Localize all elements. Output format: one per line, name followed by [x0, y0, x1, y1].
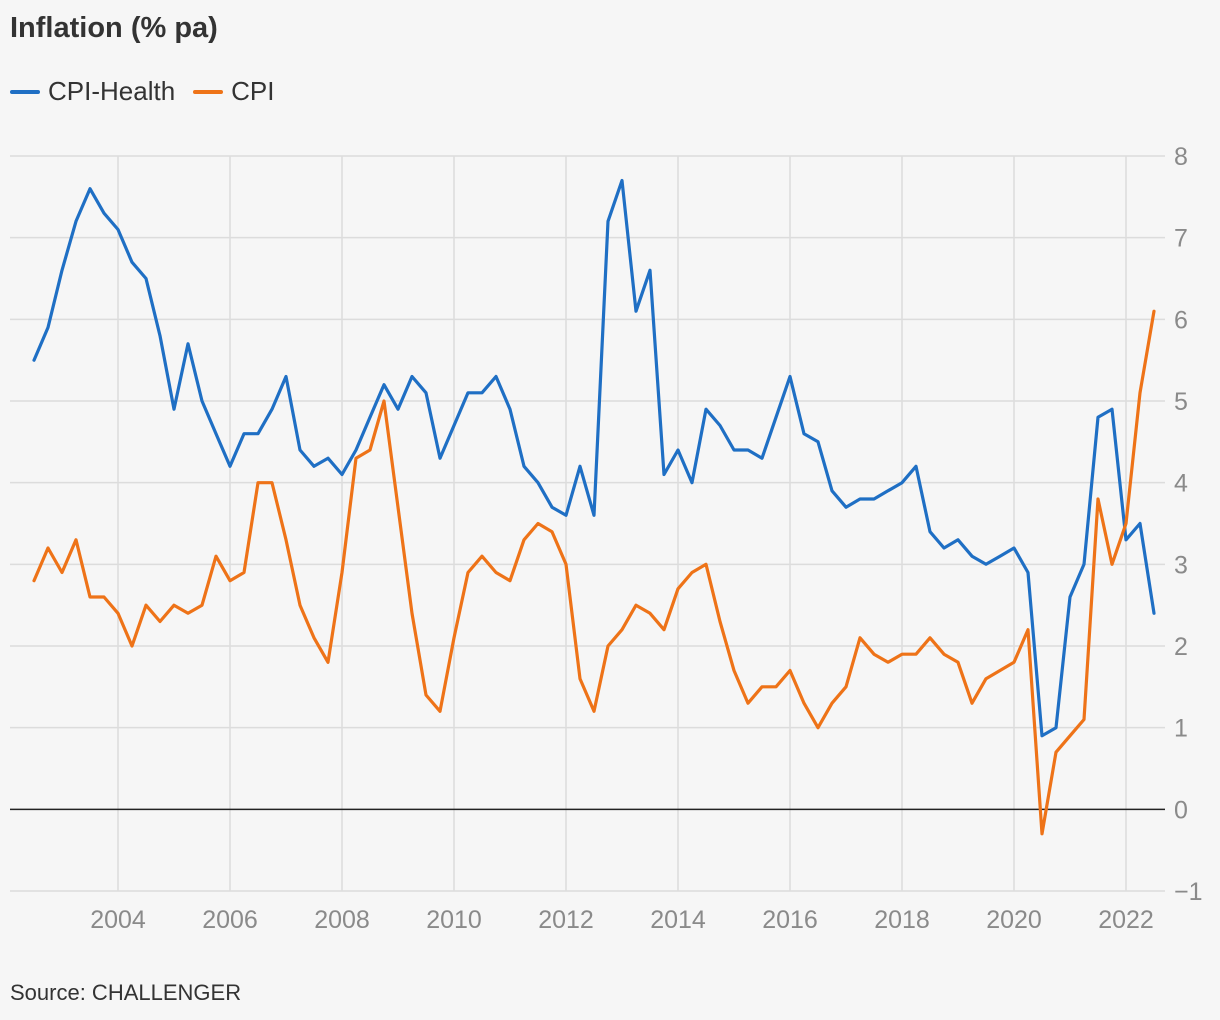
legend-swatch-cpi [193, 89, 224, 94]
x-tick-label-2004: 2004 [90, 906, 146, 934]
line-chart: 2004 2006 2008 2010 2012 2014 2016 2018 2020 2022… [10, 143, 1203, 934]
legend-swatch-cpi-health [10, 89, 40, 94]
chart-title: Inflation (% pa) [10, 12, 218, 44]
y-tick-label-6: 6 [1174, 306, 1188, 334]
legend-item-cpi: CPI [193, 76, 275, 107]
x-tick-label-2010: 2010 [426, 906, 482, 934]
series-line-cpi [32, 309, 1156, 836]
x-tick-label-2006: 2006 [202, 906, 258, 934]
y-tick-label--1: −1 [1174, 878, 1203, 906]
x-tick-label-2014: 2014 [650, 906, 706, 934]
legend: CPI-Health CPI [10, 76, 293, 107]
y-tick-label-0: 0 [1174, 796, 1188, 824]
series-line-cpi-health [32, 178, 1156, 738]
y-tick-label-8: 8 [1174, 143, 1188, 171]
x-tick-label-2012: 2012 [538, 906, 594, 934]
source-note: Source: CHALLENGER [10, 980, 242, 1005]
y-tick-label-2: 2 [1174, 633, 1188, 661]
y-tick-label-4: 4 [1174, 470, 1188, 498]
y-tick-label-7: 7 [1174, 225, 1188, 253]
x-tick-label-2008: 2008 [314, 906, 370, 934]
x-tick-label-2016: 2016 [762, 906, 818, 934]
x-tick-label-2020: 2020 [986, 906, 1042, 934]
y-tick-label-5: 5 [1174, 388, 1188, 416]
x-tick-label-2018: 2018 [874, 906, 930, 934]
legend-item-cpi-health: CPI-Health [10, 76, 175, 107]
y-tick-label-3: 3 [1174, 551, 1188, 579]
legend-label-cpi: CPI [231, 76, 275, 106]
x-tick-label-2022: 2022 [1098, 906, 1154, 934]
legend-label-cpi-health: CPI-Health [48, 76, 176, 106]
y-tick-label-1: 1 [1174, 715, 1188, 743]
